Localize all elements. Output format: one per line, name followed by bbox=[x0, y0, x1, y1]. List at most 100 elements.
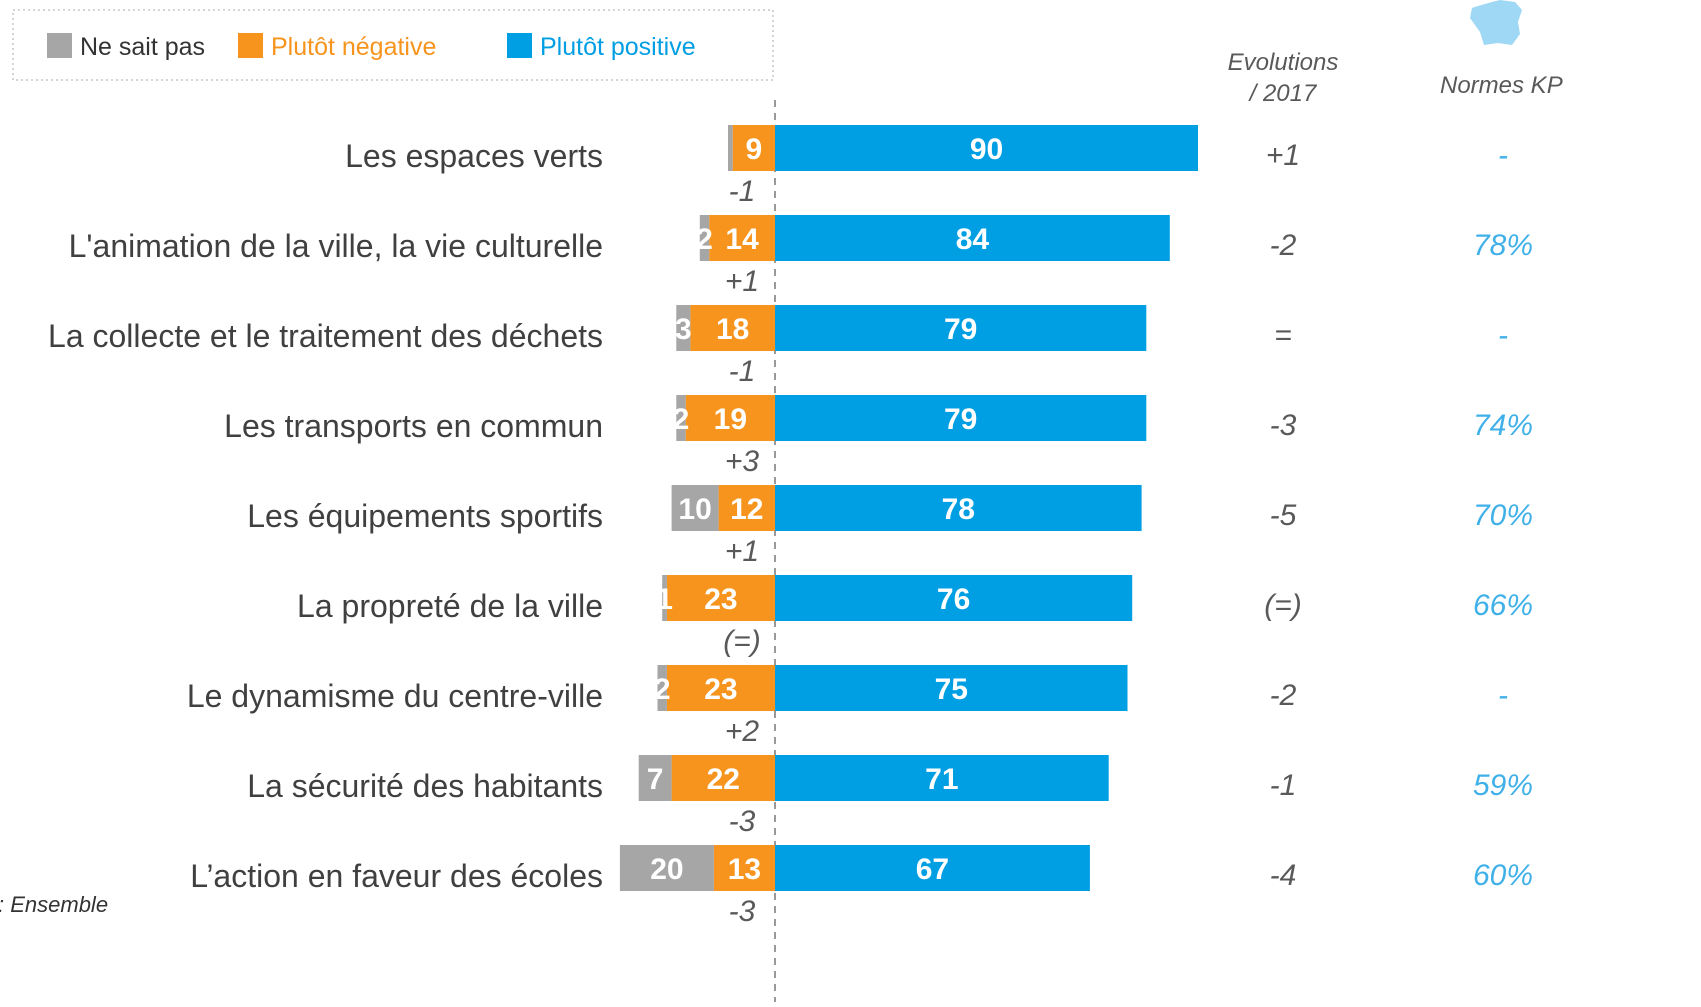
bar-segment bbox=[732, 125, 775, 171]
legend-label: Plutôt positive bbox=[540, 33, 696, 61]
evolution-value: -4 bbox=[1270, 859, 1297, 892]
bar-segment bbox=[775, 755, 1109, 801]
bar-segment bbox=[775, 665, 1128, 711]
bar-segment bbox=[638, 755, 672, 801]
bar-label: 1 bbox=[656, 583, 673, 616]
bar-label: 2 bbox=[654, 673, 671, 706]
evolution-value: (=) bbox=[1264, 589, 1302, 622]
bar-label: 75 bbox=[935, 673, 968, 706]
bar-segment bbox=[728, 125, 733, 171]
bar-label: 2 bbox=[673, 403, 690, 436]
norme-value: 66% bbox=[1473, 589, 1533, 622]
note: : Ensemble bbox=[0, 892, 108, 917]
bar-segment bbox=[699, 215, 710, 261]
category-label: Les espaces verts bbox=[345, 138, 603, 174]
evolution-value: = bbox=[1274, 319, 1292, 352]
negative-change: -1 bbox=[729, 175, 756, 208]
bar-segment bbox=[775, 485, 1142, 531]
bar-label: 20 bbox=[650, 853, 683, 886]
negative-change: -1 bbox=[729, 355, 756, 388]
category-label: L'animation de la ville, la vie culturel… bbox=[69, 228, 603, 264]
bar-segment bbox=[666, 575, 775, 621]
category-label: Les transports en commun bbox=[224, 408, 603, 444]
bar-label: 7 bbox=[647, 763, 664, 796]
legend-swatch bbox=[47, 33, 72, 58]
legend-box bbox=[12, 9, 774, 81]
bar-label: 12 bbox=[730, 493, 763, 526]
norme-value: 60% bbox=[1473, 859, 1533, 892]
bar-label: 23 bbox=[704, 583, 737, 616]
negative-change: -3 bbox=[729, 805, 756, 838]
negative-change: +2 bbox=[725, 715, 760, 748]
bar-label: 19 bbox=[714, 403, 747, 436]
norme-value: - bbox=[1498, 679, 1508, 712]
category-label: La propreté de la ville bbox=[297, 588, 603, 624]
bar-segment bbox=[676, 305, 691, 351]
legend-label: Plutôt négative bbox=[271, 33, 436, 61]
bar-segment bbox=[775, 215, 1170, 261]
bar-segment bbox=[775, 125, 1198, 171]
bar-segment bbox=[662, 575, 667, 621]
evolution-value: -2 bbox=[1270, 229, 1297, 262]
bar-segment bbox=[775, 845, 1090, 891]
negative-change: +1 bbox=[725, 265, 759, 298]
category-label: La collecte et le traitement des déchets bbox=[48, 318, 603, 354]
evolution-value: -2 bbox=[1270, 679, 1297, 712]
bar-label: 9 bbox=[746, 133, 763, 166]
france-icon bbox=[1470, 0, 1522, 45]
normes-title: Normes KP bbox=[1440, 72, 1563, 99]
evolution-value: -5 bbox=[1270, 499, 1297, 532]
evolution-value: +1 bbox=[1266, 139, 1300, 172]
norme-value: 74% bbox=[1473, 409, 1533, 442]
norme-value: 59% bbox=[1473, 769, 1533, 802]
category-label: L’action en faveur des écoles bbox=[190, 858, 603, 894]
legend-label: Ne sait pas bbox=[80, 33, 205, 61]
bar-segment bbox=[709, 215, 775, 261]
legend-swatch bbox=[507, 33, 532, 58]
bar-label: 79 bbox=[944, 313, 977, 346]
bar-label: 67 bbox=[916, 853, 949, 886]
category-label: Le dynamisme du centre-ville bbox=[187, 678, 603, 714]
norme-value: - bbox=[1498, 319, 1508, 352]
norme-value: 70% bbox=[1473, 499, 1533, 532]
bar-label: 10 bbox=[678, 493, 711, 526]
legend-swatch bbox=[238, 33, 263, 58]
negative-change: -3 bbox=[729, 895, 756, 928]
bar-label: 71 bbox=[925, 763, 958, 796]
bar-label: 22 bbox=[707, 763, 740, 796]
bar-segment bbox=[718, 485, 775, 531]
bar-segment bbox=[671, 485, 719, 531]
bar-label: 79 bbox=[944, 403, 977, 436]
negative-change: (=) bbox=[723, 625, 761, 658]
bar-label: 2 bbox=[696, 223, 713, 256]
bar-label: 3 bbox=[675, 313, 692, 346]
bar-label: 23 bbox=[704, 673, 737, 706]
bar-segment bbox=[619, 845, 714, 891]
category-label: La sécurité des habitants bbox=[247, 768, 603, 804]
norme-value: - bbox=[1498, 139, 1508, 172]
bar-segment bbox=[775, 305, 1147, 351]
bar-label: 84 bbox=[956, 223, 990, 256]
evolutions-title: Evolutions bbox=[1228, 49, 1339, 76]
bar-label: 18 bbox=[716, 313, 749, 346]
evolution-value: -1 bbox=[1270, 769, 1297, 802]
bar-label: 78 bbox=[942, 493, 975, 526]
bar-label: 76 bbox=[937, 583, 970, 616]
bar-segment bbox=[685, 395, 775, 441]
bar-segment bbox=[671, 755, 775, 801]
negative-change: +3 bbox=[725, 445, 760, 478]
norme-value: 78% bbox=[1473, 229, 1533, 262]
evolutions-title: / 2017 bbox=[1248, 80, 1318, 107]
bar-segment bbox=[775, 575, 1133, 621]
bar-segment bbox=[690, 305, 775, 351]
evolution-value: -3 bbox=[1270, 409, 1297, 442]
category-label: Les équipements sportifs bbox=[247, 498, 603, 534]
bar-label: 13 bbox=[728, 853, 761, 886]
bar-segment bbox=[775, 395, 1147, 441]
bar-segment bbox=[713, 845, 775, 891]
bar-segment bbox=[657, 665, 667, 711]
bar-segment bbox=[676, 395, 686, 441]
negative-change: +1 bbox=[725, 535, 759, 568]
